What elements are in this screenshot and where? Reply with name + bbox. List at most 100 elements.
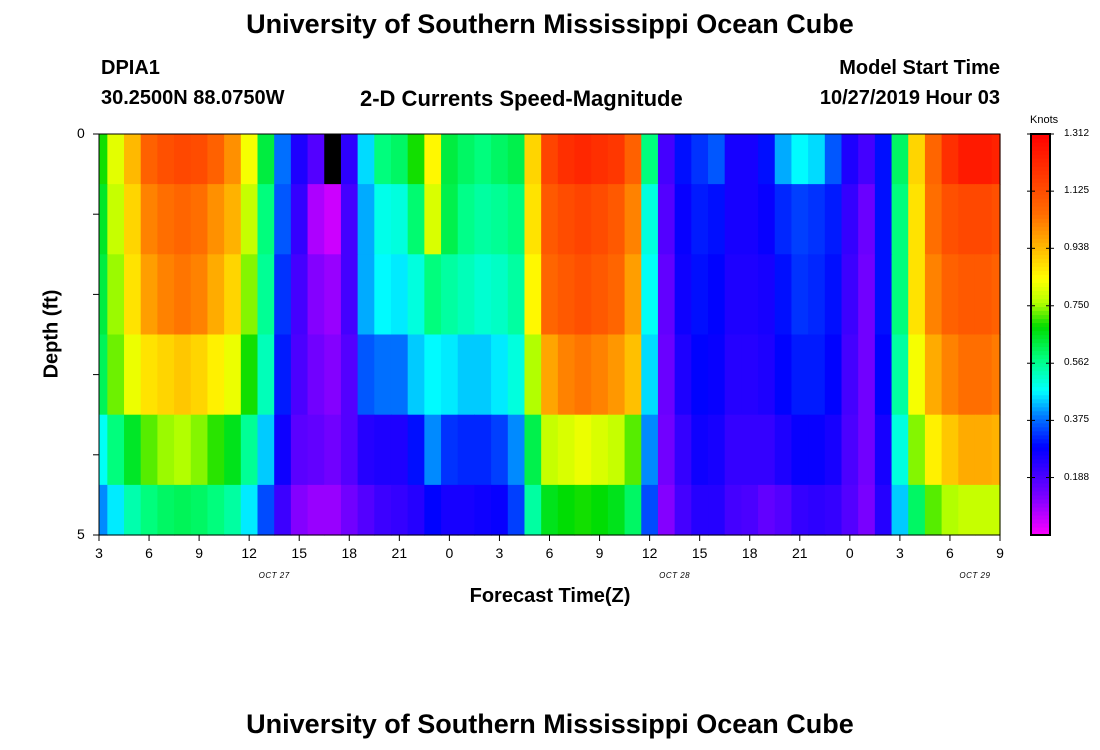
- heatmap-cell: [340, 134, 359, 185]
- heatmap-cell: [741, 134, 759, 185]
- heatmap-cell: [708, 414, 726, 486]
- heatmap-cell: [290, 254, 309, 336]
- colorbar-swatch: [1031, 418, 1050, 424]
- heatmap-cell: [257, 484, 275, 536]
- heatmap-cell: [591, 414, 609, 486]
- heatmap-cell: [991, 414, 1001, 486]
- colorbar-swatch: [1031, 398, 1050, 404]
- colorbar-swatch: [1031, 442, 1050, 448]
- colorbar-swatch: [1031, 414, 1050, 420]
- heatmap-cell: [257, 334, 275, 416]
- heatmap-cell: [791, 414, 809, 486]
- heatmap-cell: [758, 134, 776, 185]
- heatmap-cell: [574, 334, 592, 416]
- colorbar-swatch: [1031, 410, 1050, 416]
- heatmap-cell: [541, 334, 559, 416]
- heatmap-cell: [691, 484, 709, 536]
- heatmap-cell: [99, 334, 108, 416]
- colorbar-swatch: [1031, 154, 1050, 159]
- colorbar-swatch: [1031, 266, 1050, 271]
- colorbar-swatch: [1031, 430, 1050, 436]
- heatmap-cell: [724, 184, 742, 255]
- heatmap-cell: [974, 414, 993, 486]
- heatmap-cell: [274, 254, 292, 336]
- heatmap-cell: [691, 414, 709, 486]
- heatmap-cell: [324, 484, 342, 536]
- colorbar-tick-label: 0.188: [1064, 471, 1090, 483]
- heatmap-cell: [207, 184, 225, 255]
- heatmap-cell: [691, 184, 709, 255]
- heatmap-cell: [190, 334, 209, 416]
- heatmap-cell: [841, 484, 859, 536]
- heatmap-cell: [524, 184, 542, 255]
- heatmap-cell: [641, 414, 659, 486]
- heatmap-cell: [908, 184, 926, 255]
- heatmap-cell: [791, 334, 809, 416]
- colorbar-swatch: [1031, 278, 1050, 283]
- colorbar-swatch: [1031, 294, 1050, 300]
- heatmap-cell: [841, 414, 859, 486]
- heatmap-cell: [257, 184, 275, 255]
- heatmap-cell: [491, 134, 509, 185]
- heatmap-cell: [724, 254, 742, 336]
- heatmap-cell: [107, 334, 125, 416]
- heatmap-cell: [841, 334, 859, 416]
- x-tick-label: 18: [341, 545, 358, 561]
- heatmap-cell: [841, 184, 859, 255]
- colorbar-swatch: [1031, 426, 1050, 432]
- heatmap-cell: [574, 254, 592, 336]
- heatmap-cell: [958, 134, 976, 185]
- heatmap-cell: [974, 134, 993, 185]
- heatmap-cell: [774, 254, 793, 336]
- heatmap-cell: [691, 254, 709, 336]
- heatmap-cell: [958, 414, 976, 486]
- colorbar-swatch: [1031, 478, 1050, 484]
- colorbar-swatch: [1031, 338, 1050, 344]
- colorbar-swatch: [1031, 302, 1050, 308]
- colorbar-tick-label: 1.312: [1064, 128, 1090, 139]
- colorbar-swatch: [1031, 486, 1050, 492]
- y-tick-label: 0: [77, 125, 85, 141]
- heatmap-cell: [641, 334, 659, 416]
- colorbar-swatch: [1031, 522, 1050, 528]
- heatmap-cell: [224, 134, 242, 185]
- heatmap-cell: [557, 484, 576, 536]
- heatmap-cell: [340, 184, 359, 255]
- heatmap-cell: [958, 334, 976, 416]
- heatmap-cell: [958, 254, 976, 336]
- heatmap-cell: [891, 334, 909, 416]
- heatmap-cell: [340, 484, 359, 536]
- x-tick-label: 6: [145, 545, 153, 561]
- heatmap-cell: [941, 254, 959, 336]
- colorbar-swatch: [1031, 306, 1050, 312]
- heatmap-cell: [140, 254, 158, 336]
- heatmap-cell: [641, 254, 659, 336]
- heatmap-cell: [724, 484, 742, 536]
- heatmap-cell: [674, 134, 692, 185]
- heatmap-cell: [424, 254, 442, 336]
- heatmap-cell: [941, 414, 959, 486]
- colorbar-swatch: [1031, 342, 1050, 348]
- heatmap-cell: [741, 484, 759, 536]
- heatmap-cell: [858, 414, 876, 486]
- colorbar-swatch: [1031, 298, 1050, 304]
- heatmap-cell: [674, 184, 692, 255]
- colorbar-swatch: [1031, 322, 1050, 328]
- heatmap-cell: [491, 414, 509, 486]
- heatmap-cell: [441, 134, 459, 185]
- heatmap-cell: [824, 414, 843, 486]
- heatmap-cell: [474, 184, 492, 255]
- heatmap-cell: [390, 334, 409, 416]
- heatmap-cell: [541, 134, 559, 185]
- model-start-label: Model Start Time: [839, 57, 1000, 79]
- heatmap-cell: [974, 184, 993, 255]
- heatmap-cell: [791, 134, 809, 185]
- heatmap-cell: [557, 254, 576, 336]
- heatmap-cell: [991, 134, 1001, 185]
- heatmap-cell: [357, 334, 375, 416]
- heatmap-cell: [190, 184, 209, 255]
- heatmap-cell: [507, 254, 526, 336]
- heatmap-cell: [974, 254, 993, 336]
- heatmap-cell: [390, 414, 409, 486]
